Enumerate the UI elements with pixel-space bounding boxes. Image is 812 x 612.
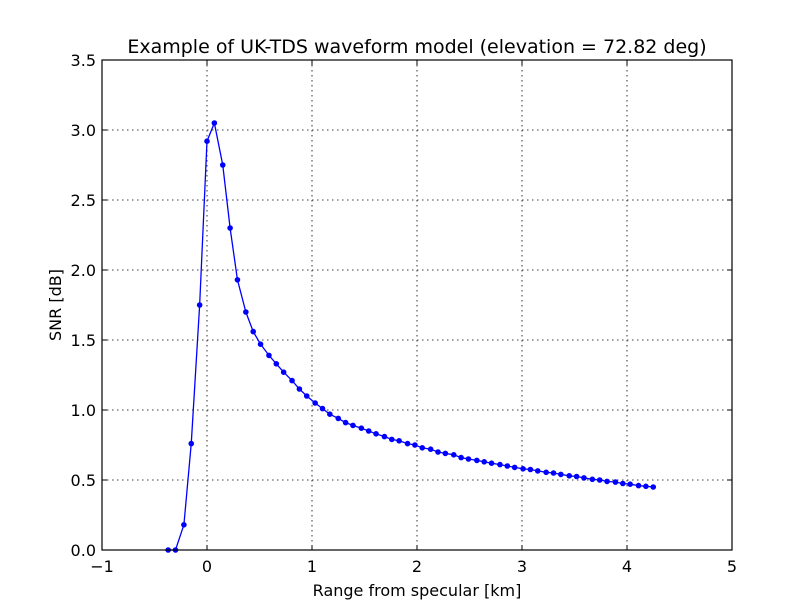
y-tick-label: 0.0 bbox=[71, 541, 96, 560]
data-point bbox=[289, 377, 295, 384]
data-point bbox=[612, 479, 619, 485]
data-point bbox=[389, 436, 395, 443]
data-point bbox=[474, 457, 480, 464]
data-point bbox=[527, 466, 534, 473]
data-point bbox=[427, 446, 434, 453]
data-point bbox=[450, 452, 457, 458]
data-point bbox=[219, 162, 226, 168]
data-point bbox=[342, 419, 349, 426]
data-point bbox=[365, 428, 372, 434]
series-layer bbox=[165, 120, 657, 553]
y-tick-label: 3.5 bbox=[71, 51, 96, 70]
y-tick-label: 1.0 bbox=[71, 401, 96, 420]
data-point bbox=[280, 369, 287, 376]
data-point bbox=[419, 445, 426, 451]
data-point bbox=[643, 483, 649, 490]
data-point bbox=[534, 468, 541, 474]
x-tick-label: −1 bbox=[90, 557, 114, 576]
data-point bbox=[335, 415, 342, 422]
plot-frame bbox=[101, 59, 733, 551]
data-point bbox=[381, 433, 388, 440]
data-point bbox=[635, 482, 642, 489]
y-axis-label: SNR [dB] bbox=[46, 269, 65, 341]
x-tick-label: 1 bbox=[307, 557, 317, 576]
data-point bbox=[373, 431, 379, 437]
y-tick-label: 0.5 bbox=[71, 471, 96, 490]
data-point bbox=[303, 393, 310, 399]
data-point bbox=[211, 120, 218, 126]
ticks: −1 0 1 2 3 4 5 0.0 0.5 1.0 1.5 2.0 2.5 3.0 3.5 bbox=[71, 51, 738, 576]
y-tick-label: 2.5 bbox=[71, 191, 96, 210]
data-point bbox=[412, 442, 418, 448]
data-point bbox=[465, 456, 472, 462]
data-point bbox=[312, 400, 318, 406]
data-point bbox=[257, 341, 264, 348]
y-tick-label: 1.5 bbox=[71, 331, 96, 350]
data-point bbox=[396, 438, 402, 444]
data-point bbox=[442, 450, 449, 457]
data-point bbox=[350, 422, 356, 429]
grid bbox=[102, 60, 732, 550]
data-point bbox=[243, 309, 249, 315]
data-point bbox=[273, 361, 280, 367]
data-point bbox=[327, 411, 333, 418]
x-tick-label: 3 bbox=[517, 557, 527, 576]
data-point bbox=[358, 425, 365, 432]
series-line bbox=[168, 120, 654, 551]
data-point bbox=[181, 522, 187, 528]
data-point bbox=[504, 463, 511, 469]
data-point bbox=[497, 461, 503, 468]
data-point bbox=[589, 476, 596, 483]
data-point bbox=[481, 459, 488, 465]
data-point bbox=[319, 405, 326, 412]
data-point bbox=[596, 477, 603, 483]
data-point bbox=[604, 478, 610, 485]
data-point bbox=[566, 473, 573, 479]
data-point bbox=[250, 328, 256, 335]
data-point bbox=[296, 386, 303, 392]
data-point bbox=[581, 475, 587, 481]
data-point bbox=[227, 225, 233, 231]
data-point bbox=[488, 460, 495, 467]
x-tick-label: 2 bbox=[412, 557, 422, 576]
data-point bbox=[266, 352, 272, 359]
x-tick-label: 4 bbox=[622, 557, 632, 576]
data-point bbox=[196, 302, 203, 308]
data-point bbox=[650, 484, 657, 490]
data-point bbox=[520, 466, 526, 472]
data-point bbox=[404, 440, 411, 447]
data-point bbox=[435, 449, 441, 455]
y-tick-label: 3.0 bbox=[71, 121, 96, 140]
data-point bbox=[543, 469, 549, 476]
data-point bbox=[188, 440, 195, 447]
x-axis-label: Range from specular [km] bbox=[313, 581, 522, 600]
x-tick-label: 0 bbox=[202, 557, 212, 576]
data-point bbox=[204, 138, 210, 144]
data-point bbox=[550, 470, 557, 476]
data-point bbox=[620, 480, 626, 487]
chart-title: Example of UK-TDS waveform model (elevat… bbox=[127, 36, 706, 58]
data-point bbox=[573, 473, 580, 480]
data-point bbox=[511, 464, 518, 471]
data-point bbox=[234, 277, 241, 283]
x-tick-label: 5 bbox=[727, 557, 737, 576]
data-point bbox=[558, 471, 564, 478]
data-point bbox=[627, 481, 633, 488]
data-point bbox=[458, 454, 464, 461]
y-tick-label: 2.0 bbox=[71, 261, 96, 280]
